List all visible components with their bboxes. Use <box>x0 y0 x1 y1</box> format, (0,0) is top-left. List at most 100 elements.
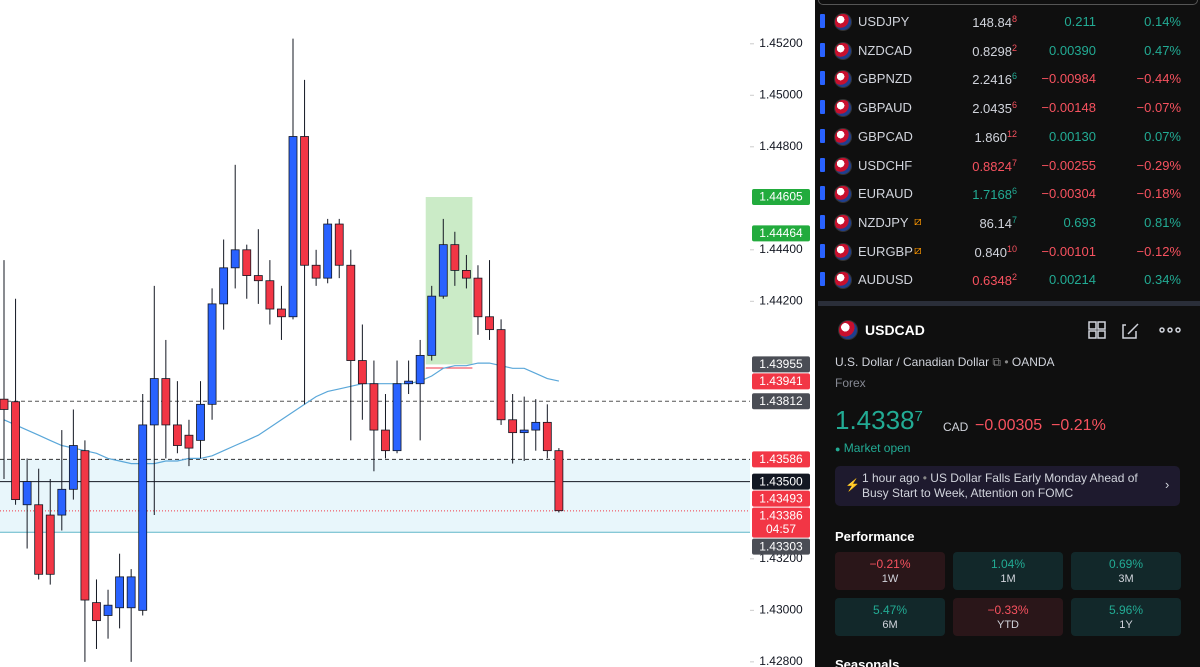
price-tag <box>752 538 810 555</box>
performance-tile[interactable]: −0.33% YTD <box>953 598 1063 636</box>
symbol-description: U.S. Dollar / Canadian Dollar ⧉ • OANDA <box>835 355 1055 369</box>
side-panel: USDJPY 148.848 0.211 0.14% NZDCAD 0.82982 0.00… <box>818 0 1200 667</box>
y-tick-label: 1.45200 <box>759 36 803 50</box>
watchlist-row[interactable]: GBPAUD 2.04356 −0.00148 −0.07% <box>818 93 1200 121</box>
row-symbol: NZDJPY <box>858 214 909 230</box>
candle-body <box>161 378 171 426</box>
candle-body <box>34 504 44 575</box>
row-price: 0.84010 <box>974 244 1017 260</box>
candle-body <box>11 401 20 501</box>
candle-body <box>253 275 263 282</box>
performance-value: −0.33% <box>987 603 1029 617</box>
candle-body <box>404 380 414 385</box>
row-marker <box>820 100 825 115</box>
watchlist-row[interactable]: GBPNZD 2.24166 −0.00984 −0.44% <box>818 64 1200 92</box>
y-tick-label: 1.45000 <box>759 87 803 101</box>
row-price-sup: 10 <box>1006 243 1017 254</box>
price-tag <box>752 473 810 490</box>
top-frame <box>818 0 1198 5</box>
row-price-sup: 7 <box>1011 214 1017 225</box>
range-band <box>0 459 750 533</box>
candle-body <box>138 424 148 611</box>
watchlist-row[interactable]: GBPCAD 1.86012 0.00130 0.07% <box>818 122 1200 150</box>
row-price: 86.147 <box>979 215 1017 231</box>
performance-period: 3M <box>1118 573 1134 585</box>
candle-body <box>126 576 136 609</box>
watchlist-row[interactable]: NZDJPY ⧄ 86.147 0.693 0.81% <box>818 208 1200 236</box>
candle-body <box>242 249 252 276</box>
chart: 1.452001.450001.448001.444001.442001.432… <box>0 0 815 667</box>
row-symbol: AUDUSD <box>858 272 913 288</box>
row-price-main: 2.0435 <box>972 101 1012 117</box>
performance-value: 0.69% <box>1108 557 1144 571</box>
candle-body <box>196 403 205 441</box>
row-flag <box>834 41 852 60</box>
row-price-main: 0.6348 <box>972 273 1012 289</box>
row-price: 2.24166 <box>972 71 1017 87</box>
candle-body <box>300 136 309 266</box>
candle-body <box>149 378 159 426</box>
quote-currency: CAD <box>943 420 969 434</box>
candle-body <box>542 421 552 452</box>
price-tag <box>752 373 810 390</box>
symbol-ticker[interactable]: USDCAD <box>865 322 925 338</box>
row-flag <box>834 213 852 232</box>
performance-tile[interactable]: 0.69% 3M <box>1071 552 1181 590</box>
watchlist-row[interactable]: USDCHF 0.88247 −0.00255 −0.29% <box>818 151 1200 179</box>
y-tick-label: 1.44800 <box>759 139 803 153</box>
performance-tile[interactable]: 1.04% 1M <box>953 552 1063 590</box>
row-symbol: EURAUD <box>858 186 913 202</box>
candle-body <box>288 136 298 318</box>
row-marker <box>820 243 825 258</box>
y-tick-label: 1.44200 <box>759 293 803 307</box>
row-flag <box>834 185 852 204</box>
row-change: 0.00214 <box>1049 272 1096 288</box>
watchlist-row[interactable]: EURGBP ⧄ 0.84010 −0.00101 −0.12% <box>818 237 1200 265</box>
row-price: 148.848 <box>972 14 1017 30</box>
candle-body <box>172 424 182 446</box>
candle-body <box>230 249 240 269</box>
watchlist-row[interactable]: USDJPY 148.848 0.211 0.14% <box>818 7 1200 35</box>
countdown: 04:57 <box>766 522 796 536</box>
row-price-main: 0.8298 <box>972 43 1012 59</box>
row-percent: 0.47% <box>1144 42 1181 58</box>
row-percent: 0.34% <box>1144 272 1181 288</box>
candle-body <box>508 419 518 434</box>
candle-body <box>346 264 356 361</box>
row-price: 1.86012 <box>974 129 1017 145</box>
price-tag <box>752 507 810 538</box>
row-flag <box>834 242 852 261</box>
row-marker <box>820 71 825 86</box>
watchlist-row[interactable]: AUDUSD 0.63482 0.00214 0.34% <box>818 265 1200 293</box>
price-tag-label: 1.43500 <box>759 474 803 488</box>
watchlist-row[interactable]: NZDCAD 0.82982 0.00390 0.47% <box>818 36 1200 64</box>
performance-tile[interactable]: 5.47% 6M <box>835 598 945 636</box>
performance-tile[interactable]: 5.96% 1Y <box>1071 598 1181 636</box>
row-flag <box>834 271 852 290</box>
row-percent: −0.07% <box>1136 100 1181 116</box>
candle-body <box>207 303 217 405</box>
candle-body <box>219 267 229 305</box>
performance-period: 1W <box>881 573 899 585</box>
row-price: 0.63482 <box>972 272 1017 288</box>
performance-period: YTD <box>997 619 1019 631</box>
candle-body <box>184 434 194 449</box>
performance-tile[interactable]: −0.21% 1W <box>835 552 945 590</box>
row-symbol: EURGBP <box>858 243 913 259</box>
price-tag-label: 1.43303 <box>759 539 803 553</box>
alert-icon: ⧄ <box>914 213 922 228</box>
symbol-toolbar[interactable] <box>1088 320 1188 340</box>
price-tag <box>752 490 810 507</box>
watchlist-row[interactable]: EURAUD 1.71686 −0.00304 −0.18% <box>818 179 1200 207</box>
news-card[interactable]: ⚡ 1 hour ago • US Dollar Falls Early Mon… <box>835 466 1180 506</box>
row-price-main: 1.7168 <box>972 187 1012 203</box>
row-percent: 0.81% <box>1144 214 1181 230</box>
y-tick-label: 1.44400 <box>759 242 803 256</box>
row-change: 0.693 <box>1063 214 1096 230</box>
row-price-sup: 6 <box>1011 100 1017 111</box>
symbol-exchange[interactable]: OANDA <box>1011 355 1055 369</box>
price-tag <box>752 451 810 468</box>
row-percent: 0.14% <box>1144 14 1181 29</box>
candle-body <box>519 429 529 434</box>
candle-body <box>265 280 275 310</box>
